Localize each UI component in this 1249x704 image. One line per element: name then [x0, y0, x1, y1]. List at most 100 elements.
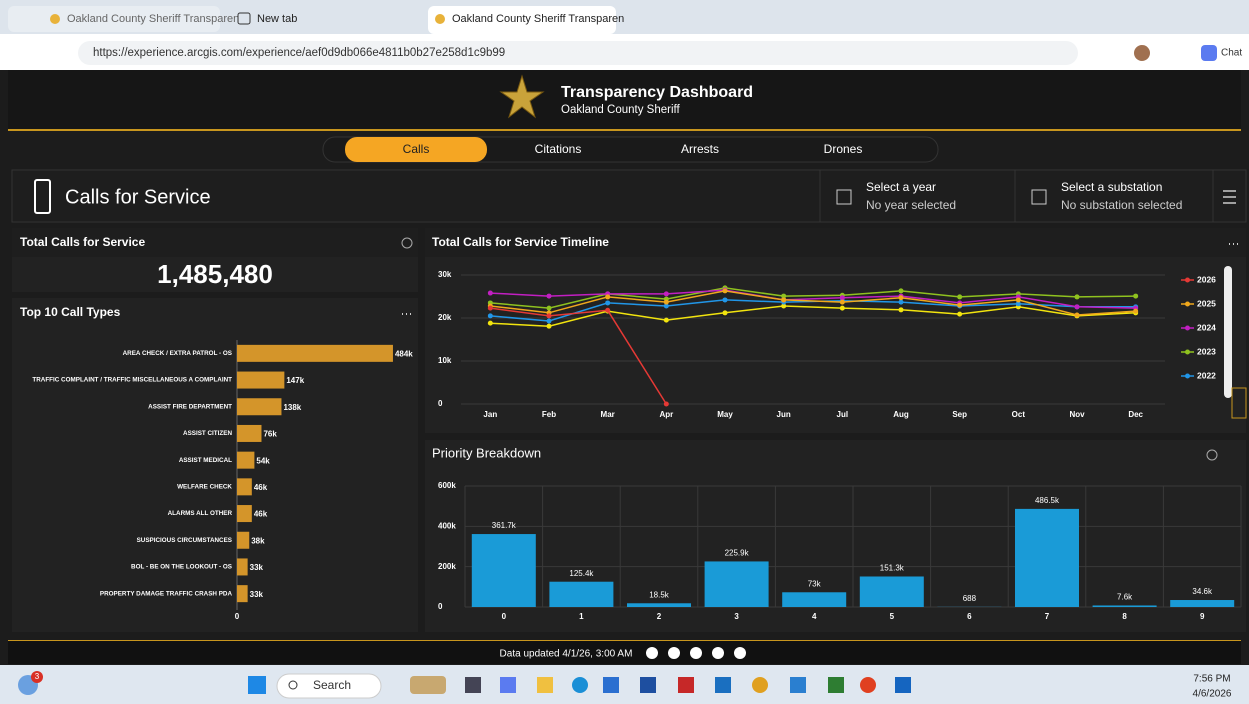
total-value: 1,485,480 — [157, 259, 273, 289]
point — [605, 308, 610, 313]
category-label: ALARMS ALL OTHER — [168, 510, 233, 517]
app-icon[interactable] — [678, 677, 694, 693]
legend-label: 2025 — [1197, 298, 1216, 308]
value-label: 147k — [286, 376, 304, 385]
x-tick-label: Nov — [1069, 410, 1085, 419]
point — [488, 306, 493, 311]
tab-title[interactable]: New tab — [257, 13, 297, 25]
filter-value[interactable]: No year selected — [866, 198, 956, 212]
point — [957, 312, 962, 317]
app-icon[interactable] — [828, 677, 844, 693]
app-icon[interactable] — [410, 676, 446, 694]
value-label: 138k — [283, 403, 301, 412]
filter-value[interactable]: No substation selected — [1061, 198, 1182, 212]
nav-tab[interactable]: Citations — [535, 142, 582, 156]
side-toggle[interactable] — [1232, 388, 1246, 418]
legend-scrollbar[interactable] — [1224, 266, 1232, 398]
bar — [1015, 509, 1079, 607]
x-tick-label: 2 — [657, 612, 662, 621]
category-label: SUSPICIOUS CIRCUMSTANCES — [137, 537, 232, 544]
app-icon[interactable] — [640, 677, 656, 693]
x-tick-label: 9 — [1200, 612, 1205, 621]
x-tick-label: 1 — [579, 612, 584, 621]
legend-swatch — [1185, 350, 1190, 355]
point — [605, 294, 610, 299]
nav-tab[interactable]: Arrests — [681, 142, 719, 156]
x-tick-label: 0 — [502, 612, 507, 621]
app-icon[interactable] — [537, 677, 553, 693]
profile[interactable] — [1134, 45, 1150, 61]
x-tick-label: Jan — [483, 410, 497, 419]
section-title: Calls for Service — [65, 186, 211, 208]
social-icon[interactable] — [690, 647, 702, 659]
x-tick-label: Jun — [777, 410, 791, 419]
point — [1075, 304, 1080, 309]
value-label: 486.5k — [1035, 496, 1060, 505]
tab-title[interactable]: Oakland County Sheriff Transparen — [67, 13, 239, 25]
app-icon[interactable] — [603, 677, 619, 693]
clock-time[interactable]: 7:56 PM — [1193, 674, 1230, 685]
tab-title[interactable]: Oakland County Sheriff Transparen — [452, 13, 624, 25]
point — [1016, 297, 1021, 302]
url[interactable]: https://experience.arcgis.com/experience… — [93, 47, 505, 59]
point — [664, 402, 669, 407]
clock-date[interactable]: 4/6/2026 — [1193, 689, 1232, 700]
filter-label[interactable]: Select a year — [866, 180, 936, 194]
bar — [237, 505, 252, 522]
value-label: 46k — [254, 483, 268, 492]
app-icon[interactable] — [752, 677, 768, 693]
bar — [472, 534, 536, 607]
nav-tab[interactable]: Drones — [824, 142, 863, 156]
social-icon[interactable] — [712, 647, 724, 659]
x-tick-label: Apr — [659, 410, 673, 419]
social-icon[interactable] — [646, 647, 658, 659]
value-label: 361.7k — [492, 521, 517, 530]
app-icon[interactable] — [500, 677, 516, 693]
value-label: 688 — [963, 594, 977, 603]
search-text[interactable]: Search — [313, 678, 351, 692]
x-tick-label: Oct — [1012, 410, 1026, 419]
point — [723, 310, 728, 315]
social-icon[interactable] — [734, 647, 746, 659]
app-icon[interactable] — [895, 677, 911, 693]
nav-tab[interactable]: Calls — [403, 142, 430, 156]
copilot-icon[interactable] — [1201, 45, 1217, 61]
category-label: ASSIST CITIZEN — [183, 430, 232, 437]
point — [840, 300, 845, 305]
value-label: 125.4k — [569, 569, 594, 578]
x-tick-label: Dec — [1128, 410, 1143, 419]
point — [1075, 312, 1080, 317]
app-icon[interactable] — [572, 677, 588, 693]
value-label: 18.5k — [649, 590, 670, 599]
point — [723, 297, 728, 302]
legend-label: 2026 — [1197, 274, 1216, 284]
footer-rule — [8, 640, 1241, 641]
x-tick-label: 3 — [734, 612, 739, 621]
app-icon[interactable] — [465, 677, 481, 693]
value-label: 73k — [808, 579, 822, 588]
app-icon[interactable] — [790, 677, 806, 693]
bar — [549, 582, 613, 607]
filter-label[interactable]: Select a substation — [1061, 180, 1162, 194]
chat-button[interactable]: Chat — [1221, 48, 1242, 59]
value-label: 33k — [250, 563, 264, 572]
app-icon[interactable] — [715, 677, 731, 693]
y-tick-label: 600k — [438, 481, 456, 490]
legend-label: 2022 — [1197, 370, 1216, 380]
point — [1133, 294, 1138, 299]
y-tick-label: 0 — [438, 602, 443, 611]
app-icon[interactable] — [860, 677, 876, 693]
category-label: BOL - BE ON THE LOOKOUT - OS — [131, 564, 232, 571]
social-icon[interactable] — [668, 647, 680, 659]
point — [488, 321, 493, 326]
start-button[interactable] — [248, 676, 266, 694]
legend-swatch — [1185, 302, 1190, 307]
value-label: 76k — [263, 430, 277, 439]
point — [488, 313, 493, 318]
value-label: 151.3k — [880, 564, 905, 573]
y-tick-label: 10k — [438, 356, 452, 365]
point — [547, 294, 552, 299]
point — [664, 291, 669, 296]
legend-swatch — [1185, 326, 1190, 331]
footer-text: Data updated 4/1/26, 3:00 AM — [500, 649, 633, 660]
